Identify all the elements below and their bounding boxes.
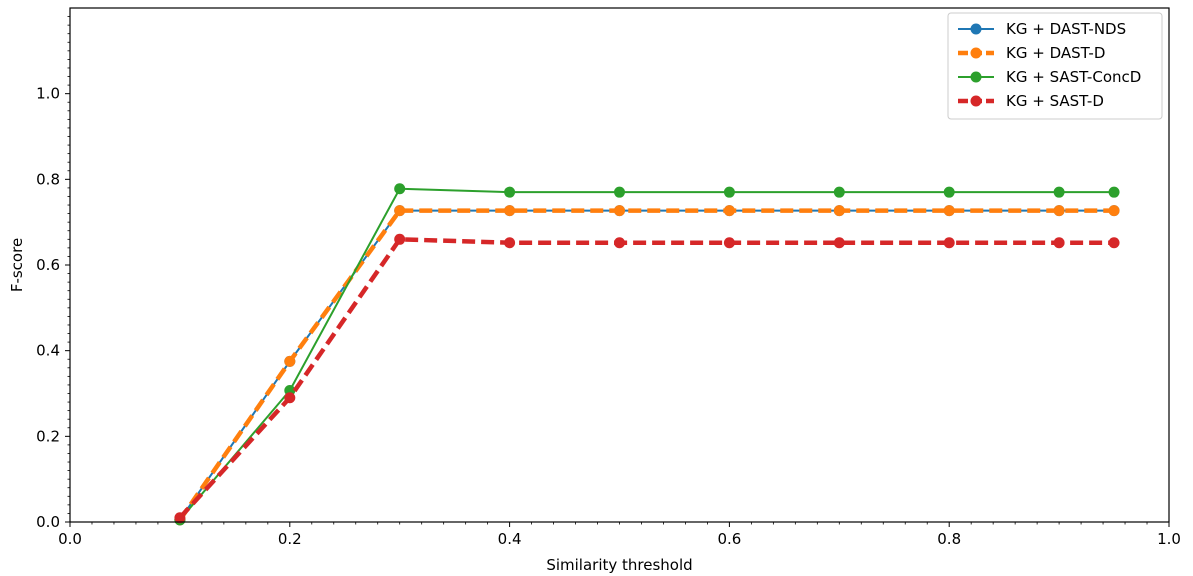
series-point bbox=[1053, 237, 1065, 249]
series-point bbox=[504, 237, 516, 249]
legend-marker bbox=[970, 71, 982, 83]
series-point bbox=[943, 237, 955, 249]
legend: KG + DAST-NDS KG + DAST-D KG + SAST-ConcD K… bbox=[947, 12, 1163, 120]
major-ticks: 0.0 0.2 0.4 0.6 0.8 1.0 0.0 0.2 0.4 0.6 0.8 1.0 bbox=[36, 85, 1181, 548]
series-point bbox=[504, 205, 516, 217]
x-tick-label: 0.2 bbox=[278, 530, 302, 548]
series-point bbox=[1053, 205, 1065, 217]
series-line bbox=[178, 208, 1115, 522]
series-point bbox=[1108, 205, 1120, 217]
y-axis-label: F-score bbox=[8, 238, 26, 292]
series-point bbox=[833, 205, 845, 217]
legend-entry: KG + SAST-ConcD bbox=[1006, 68, 1141, 86]
series-point bbox=[1108, 237, 1120, 249]
series-point bbox=[284, 355, 296, 367]
series-point bbox=[614, 205, 625, 217]
legend-marker bbox=[970, 47, 982, 59]
series-point bbox=[833, 237, 845, 249]
series-point bbox=[723, 186, 735, 198]
series-point bbox=[614, 186, 625, 198]
series-line bbox=[178, 237, 1115, 520]
series-point bbox=[943, 186, 955, 198]
legend-frame bbox=[947, 12, 1163, 120]
x-tick-label: 0.4 bbox=[498, 530, 522, 548]
series-point bbox=[394, 205, 406, 217]
series-point bbox=[1108, 186, 1120, 198]
series-point bbox=[174, 512, 186, 524]
y-tick-label: 0.6 bbox=[36, 256, 60, 274]
series-point bbox=[833, 186, 845, 198]
plot-frame bbox=[69, 7, 1170, 523]
legend-marker bbox=[970, 23, 982, 35]
series-point bbox=[723, 237, 735, 249]
series-point bbox=[1053, 186, 1065, 198]
series-point bbox=[394, 183, 406, 195]
y-tick-label: 0.0 bbox=[36, 513, 60, 531]
legend-entry: KG + DAST-NDS bbox=[1006, 20, 1126, 38]
series-point bbox=[943, 205, 955, 217]
series-point bbox=[723, 205, 735, 217]
y-tick-label: 0.8 bbox=[36, 170, 60, 188]
series-line bbox=[179, 187, 1115, 521]
legend-entry: KG + SAST-D bbox=[1006, 92, 1104, 110]
y-tick-label: 0.2 bbox=[36, 427, 60, 445]
x-tick-label: 0.6 bbox=[717, 530, 741, 548]
series-point bbox=[394, 233, 406, 245]
series-point bbox=[284, 392, 296, 404]
legend-marker bbox=[970, 95, 982, 107]
series-layer bbox=[174, 183, 1120, 526]
series-point bbox=[614, 237, 625, 249]
x-tick-label: 0.0 bbox=[58, 530, 82, 548]
y-tick-label: 0.4 bbox=[36, 342, 60, 360]
y-tick-label: 1.0 bbox=[36, 85, 60, 103]
series-point bbox=[504, 186, 516, 198]
x-tick-label: 1.0 bbox=[1157, 530, 1181, 548]
x-axis-label: Similarity threshold bbox=[546, 556, 692, 574]
legend-entry: KG + DAST-D bbox=[1006, 44, 1105, 62]
x-tick-label: 0.8 bbox=[937, 530, 961, 548]
